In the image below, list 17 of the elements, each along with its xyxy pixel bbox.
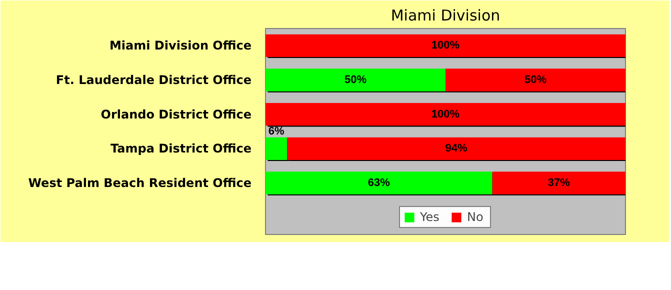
data-label: 100% (431, 108, 460, 120)
data-label: 50% (344, 74, 367, 86)
y-tick-label: Tampa District Office (110, 142, 252, 156)
y-tick-label: Orlando District Office (100, 107, 252, 122)
data-label: 50% (524, 74, 547, 86)
data-label: 6% (268, 125, 284, 138)
data-label: 94% (445, 142, 468, 155)
legend-label: No (467, 210, 484, 224)
y-tick-label: Ft. Lauderdale District Office (56, 73, 252, 87)
y-tick-label: Miami Division Office (109, 38, 252, 53)
bar (266, 68, 446, 92)
legend-label: Yes (420, 210, 440, 224)
data-label: 100% (431, 40, 460, 52)
y-tick-label: West Palm Beach Resident Office (28, 176, 252, 190)
chart-title: Miami Division (390, 6, 500, 24)
data-label: 63% (368, 177, 390, 189)
data-label: 37% (548, 177, 570, 189)
